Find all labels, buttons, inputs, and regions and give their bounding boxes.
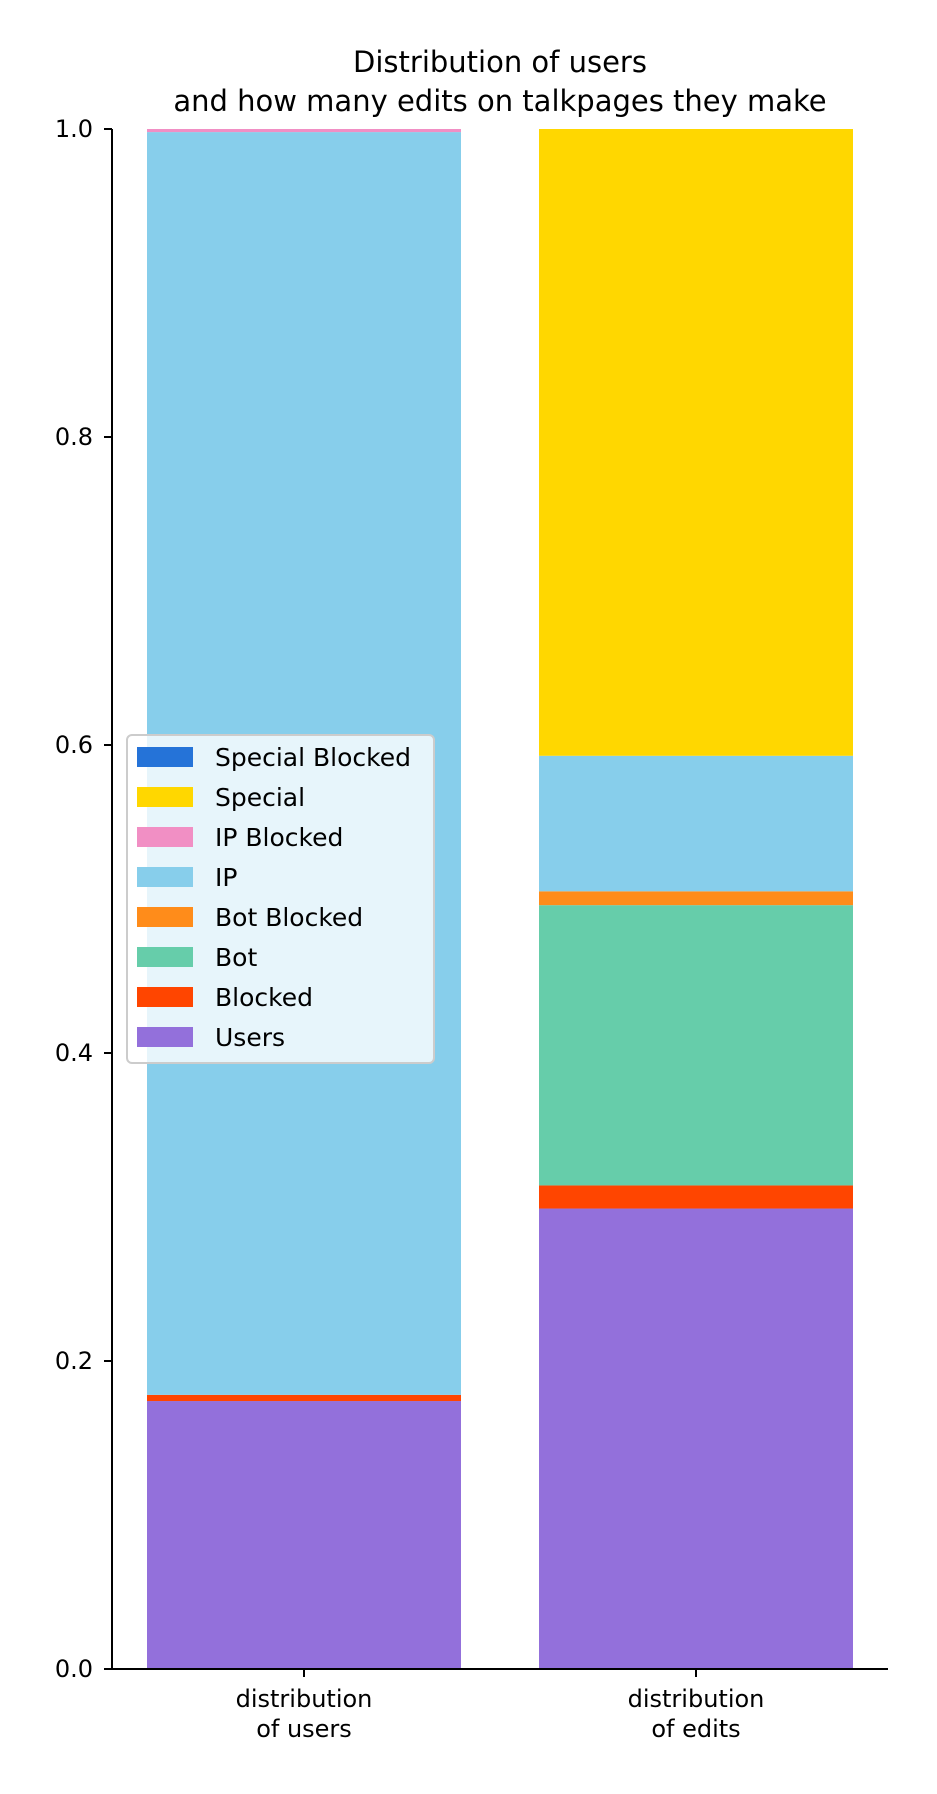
bar-segment-bot-blocked-2 — [539, 891, 853, 906]
x-tick-label: distribution — [236, 1685, 373, 1713]
legend-swatch — [137, 747, 193, 767]
chart-title-line-1: Distribution of users — [353, 45, 647, 79]
legend-swatch — [137, 787, 193, 807]
legend-swatch — [137, 827, 193, 847]
legend-label: Users — [215, 1023, 285, 1052]
y-tick-label: 0.2 — [55, 1347, 93, 1375]
legend: Special Blocked Special IP Blocked IP Bot Bl… — [126, 734, 435, 1064]
bar-segment-blocked-1 — [147, 1394, 461, 1402]
legend-swatch — [137, 947, 193, 967]
legend-item-ip-blocked: IP Blocked — [137, 823, 343, 852]
x-tick-label: of users — [256, 1715, 352, 1743]
legend-label: Blocked — [215, 983, 313, 1012]
legend-frame — [126, 734, 435, 1064]
y-tick-label: 0.0 — [55, 1655, 93, 1683]
bar-segment-users-1 — [147, 1401, 461, 1669]
axes — [111, 129, 888, 1670]
legend-swatch — [137, 907, 193, 927]
legend-label: Special Blocked — [215, 743, 411, 772]
x-tick-label: of edits — [651, 1715, 740, 1743]
legend-item-users: Users — [137, 1023, 285, 1052]
legend-label: Bot Blocked — [215, 903, 363, 932]
bar-segment-ip-2 — [539, 755, 853, 892]
legend-label: Special — [215, 783, 305, 812]
legend-item-bot-blocked: Bot Blocked — [137, 903, 363, 932]
legend-label: IP Blocked — [215, 823, 343, 852]
legend-item-special-blocked: Special Blocked — [137, 743, 411, 772]
y-tick-label: 0.6 — [55, 731, 93, 759]
legend-item-special: Special — [137, 783, 305, 812]
y-tick-label: 0.4 — [55, 1039, 93, 1067]
y-ticks: 0.0 0.2 0.4 0.6 0.8 1.0 — [55, 115, 112, 1683]
y-tick-label: 1.0 — [55, 115, 93, 143]
legend-item-blocked: Blocked — [137, 983, 313, 1012]
legend-item-ip: IP — [137, 863, 237, 892]
legend-item-bot: Bot — [137, 943, 257, 972]
x-tick-label: distribution — [628, 1685, 765, 1713]
chart-title-line-2: and how many edits on talkpages they mak… — [173, 84, 826, 118]
y-tick-label: 0.8 — [55, 423, 93, 451]
chart-title: Distribution of users and how many edits… — [173, 45, 826, 118]
legend-swatch — [137, 987, 193, 1007]
bar-segment-blocked-2 — [539, 1185, 853, 1209]
legend-swatch — [137, 867, 193, 887]
bar-segment-bot-2 — [539, 905, 853, 1186]
bar-segment-ip-blocked-1 — [147, 129, 461, 133]
legend-label: IP — [215, 863, 237, 892]
legend-label: Bot — [215, 943, 257, 972]
legend-swatch — [137, 1027, 193, 1047]
bar-segment-special-2 — [539, 129, 853, 756]
bar-stacks — [147, 129, 853, 1669]
bar-segment-users-2 — [539, 1208, 853, 1669]
